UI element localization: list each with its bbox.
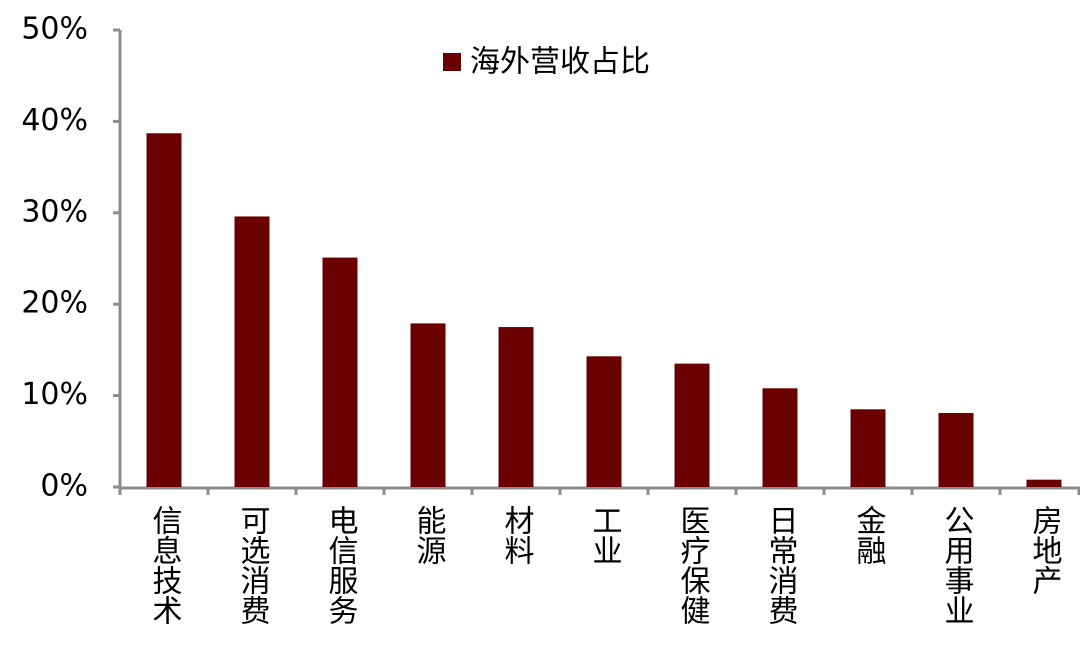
bar [146,133,182,488]
y-tick-label: 50% [21,12,88,47]
bar [674,363,710,487]
bar [850,409,886,487]
x-tick-label: 工业 [587,505,622,565]
bar [762,388,798,487]
x-tick-label: 日常消费 [763,505,798,625]
x-tick-label: 房地产 [1027,505,1063,595]
x-tick-label: 信息技术 [147,505,183,625]
bar [586,356,622,487]
bar [498,327,534,487]
x-tick-label: 金融 [851,505,887,565]
y-tick-label: 10% [21,377,88,412]
legend-swatch [443,53,461,71]
bar [1026,479,1062,487]
bar [938,412,974,487]
legend-label: 海外营收占比 [470,45,650,80]
y-tick-label: 40% [21,103,88,138]
bar [322,257,358,487]
x-tick-label: 可选消费 [235,505,270,625]
x-tick-label: 公用事业 [939,505,975,625]
bar [410,323,446,487]
x-tick-label: 电信服务 [323,505,359,625]
bar [234,216,270,487]
y-tick-label: 20% [21,286,88,321]
y-tick-label: 0% [40,469,88,504]
x-tick-label: 材料 [499,505,535,565]
x-tick-label: 医疗保健 [675,505,711,625]
y-tick-label: 30% [21,194,88,229]
x-tick-label: 能源 [411,505,446,565]
